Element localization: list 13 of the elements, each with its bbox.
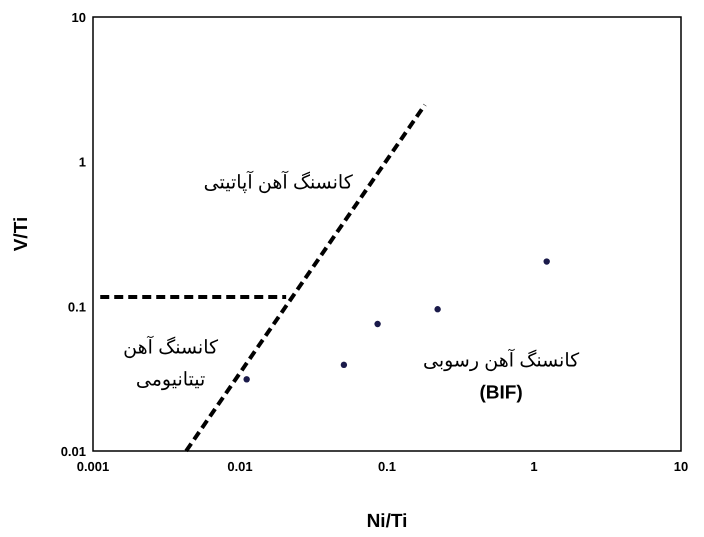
y-tick-label: 0.1	[68, 299, 86, 314]
annotation: کانسنگ آهن آپاتیتی	[204, 170, 354, 194]
x-axis-title: Ni/Ti	[366, 511, 408, 532]
x-tick-label: 0.001	[76, 459, 110, 474]
y-tick-label: 1	[78, 154, 86, 170]
x-tick-label: 0.1	[378, 459, 396, 474]
annotation: کانسنگ آهن تیتانیومی	[123, 335, 219, 390]
y-tick-label: 10	[72, 10, 86, 25]
x-tick-label: 0.01	[227, 459, 253, 474]
y-axis-title: V/Ti	[11, 216, 32, 252]
y-tick-label: 0.01	[60, 444, 86, 459]
x-tick-label: 1	[530, 459, 538, 474]
x-tick-label: 10	[674, 459, 688, 474]
